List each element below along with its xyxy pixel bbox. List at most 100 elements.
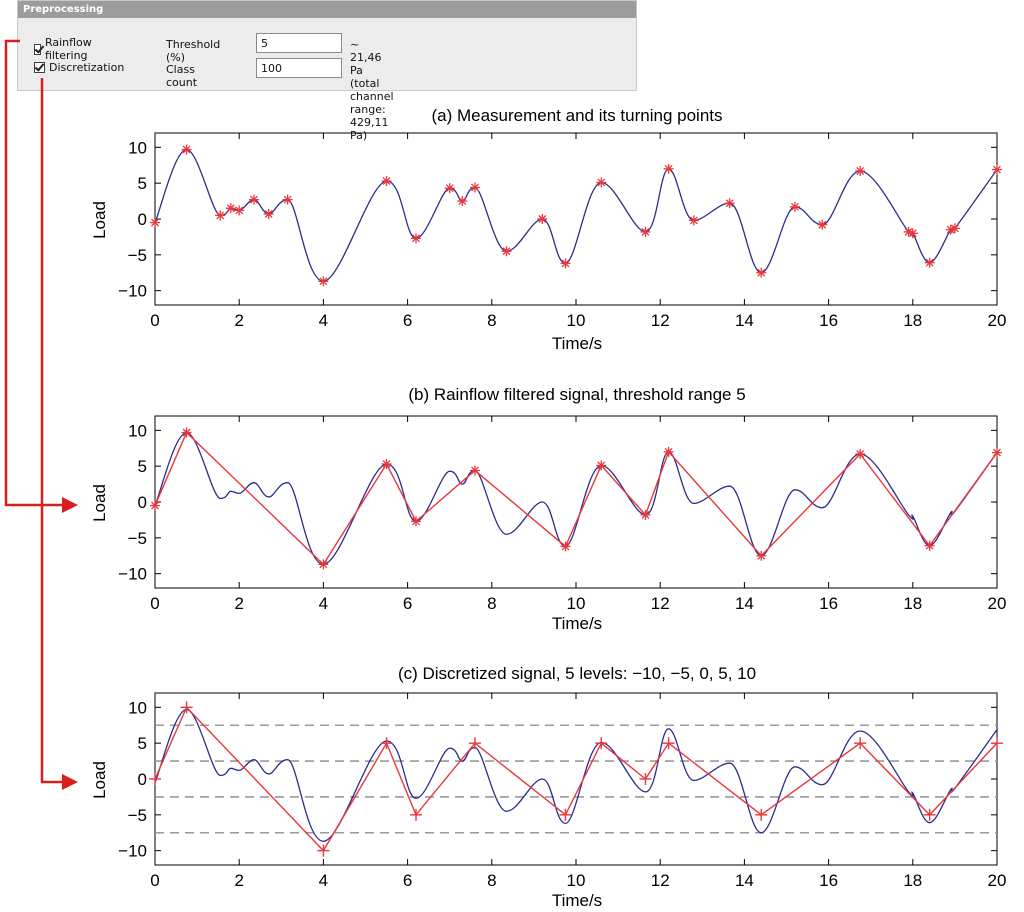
x-tick-label: 2: [234, 311, 243, 330]
turning-point-marker: [640, 226, 651, 237]
x-tick-label: 18: [903, 871, 922, 890]
rainflow-connector-arrow: [4, 39, 78, 513]
marker-stroke: [993, 448, 1001, 457]
marker-stroke: [538, 215, 547, 223]
turning-point-marker: [469, 465, 480, 476]
turning-point-marker: [381, 176, 392, 187]
x-tick-label: 0: [150, 594, 159, 613]
marker-stroke: [235, 206, 244, 215]
discretization-checkbox[interactable]: [34, 62, 45, 73]
x-tick-label: 10: [567, 311, 586, 330]
marker-stroke: [904, 227, 913, 236]
turning-point-marker: [282, 194, 293, 205]
marker-stroke: [664, 164, 673, 173]
marker-stroke: [471, 183, 479, 192]
y-tick-label: 5: [138, 457, 147, 476]
x-tick-label: 16: [819, 311, 838, 330]
marker-stroke: [664, 447, 673, 456]
marker-stroke: [264, 210, 273, 218]
plot-area: 0 2 4 6 8 10 12 14 16 18 20 −10 −5 0 5 10: [118, 132, 1007, 330]
y-tick-label: 10: [128, 698, 147, 717]
x-axis-label: Time/s: [552, 614, 602, 633]
turning-point-marker: [817, 219, 828, 230]
x-tick-label: 20: [988, 311, 1007, 330]
class-count-label: Class count: [166, 63, 198, 89]
marker-stroke: [319, 277, 328, 286]
x-tick-label: 14: [735, 311, 754, 330]
discretized-point-marker: [317, 844, 330, 857]
marker-stroke: [502, 247, 511, 256]
y-tick-label: −5: [128, 529, 147, 548]
turning-point-marker: [318, 276, 329, 287]
rainflow-checkbox[interactable]: [34, 43, 41, 55]
signal-line: [154, 148, 998, 282]
signal-line: [154, 431, 998, 565]
preprocessing-panel: Preprocessing Rainflow filtering Thresho…: [17, 0, 637, 142]
threshold-input[interactable]: 5: [256, 33, 342, 53]
turning-point-marker: [663, 163, 674, 174]
turning-point-marker: [992, 164, 1002, 175]
rainflow-checkbox-group[interactable]: Rainflow filtering: [34, 36, 96, 62]
discretized-point-marker: [468, 737, 481, 750]
marker-stroke: [561, 542, 570, 551]
marker-stroke: [597, 178, 606, 187]
marker-stroke: [641, 227, 650, 236]
discretized-point-marker: [991, 737, 1003, 750]
marker-stroke: [925, 541, 934, 550]
y-tick-label: 10: [128, 138, 147, 157]
turning-point-marker: [949, 223, 960, 234]
plot-frame: [154, 132, 998, 306]
x-tick-label: 18: [903, 311, 922, 330]
marker-stroke: [757, 551, 766, 560]
turning-point-marker: [411, 233, 422, 244]
turning-point-marker: [907, 228, 918, 239]
x-tick-label: 12: [651, 871, 670, 890]
marker-stroke: [790, 202, 799, 211]
marker-stroke: [382, 460, 391, 468]
discretized-point-marker: [662, 737, 675, 750]
x-tick-label: 20: [988, 594, 1007, 613]
x-tick-label: 6: [403, 871, 412, 890]
x-tick-label: 4: [319, 311, 328, 330]
marker-stroke: [950, 224, 959, 233]
marker-stroke: [471, 466, 479, 475]
y-axis-label: Load: [90, 761, 109, 799]
discretization-connector-arrow: [40, 78, 78, 790]
marker-stroke: [382, 177, 391, 185]
marker-stroke: [908, 229, 917, 238]
x-axis-label: Time/s: [552, 891, 602, 910]
y-tick-label: 10: [128, 421, 147, 440]
class-count-input[interactable]: 100: [256, 58, 342, 78]
x-tick-label: 6: [403, 311, 412, 330]
x-tick-label: 2: [234, 871, 243, 890]
x-tick-label: 14: [735, 594, 754, 613]
discretized-point-marker: [755, 808, 768, 821]
discretized-point-marker: [380, 737, 393, 750]
threshold-label: Threshold (%): [166, 38, 221, 64]
turning-point-marker: [756, 550, 767, 561]
marker-stroke: [725, 199, 734, 208]
discretized-line: [154, 706, 998, 852]
marker-stroke: [458, 197, 467, 206]
marker-stroke: [993, 165, 1001, 174]
y-axis-label: Load: [90, 201, 109, 239]
chart-title: (c) Discretized signal, 5 levels: −10, −…: [398, 664, 756, 683]
turning-point-marker: [663, 446, 674, 457]
y-tick-label: −5: [128, 246, 147, 265]
x-tick-label: 0: [150, 871, 159, 890]
marker-stroke: [561, 259, 570, 268]
turning-point-marker: [560, 541, 571, 552]
turning-point-marker: [469, 182, 480, 193]
x-tick-label: 0: [150, 311, 159, 330]
rainflow-label: Rainflow filtering: [44, 36, 92, 62]
marker-stroke: [641, 510, 650, 519]
turning-point-marker: [457, 196, 468, 207]
x-tick-label: 4: [319, 594, 328, 613]
marker-stroke: [925, 258, 934, 267]
discretized-point-marker: [149, 773, 161, 785]
turning-point-marker: [215, 210, 226, 221]
marker-stroke: [283, 195, 292, 204]
x-tick-label: 12: [651, 311, 670, 330]
discretization-checkbox-group[interactable]: Discretization: [34, 61, 124, 74]
y-tick-label: −5: [128, 806, 147, 825]
